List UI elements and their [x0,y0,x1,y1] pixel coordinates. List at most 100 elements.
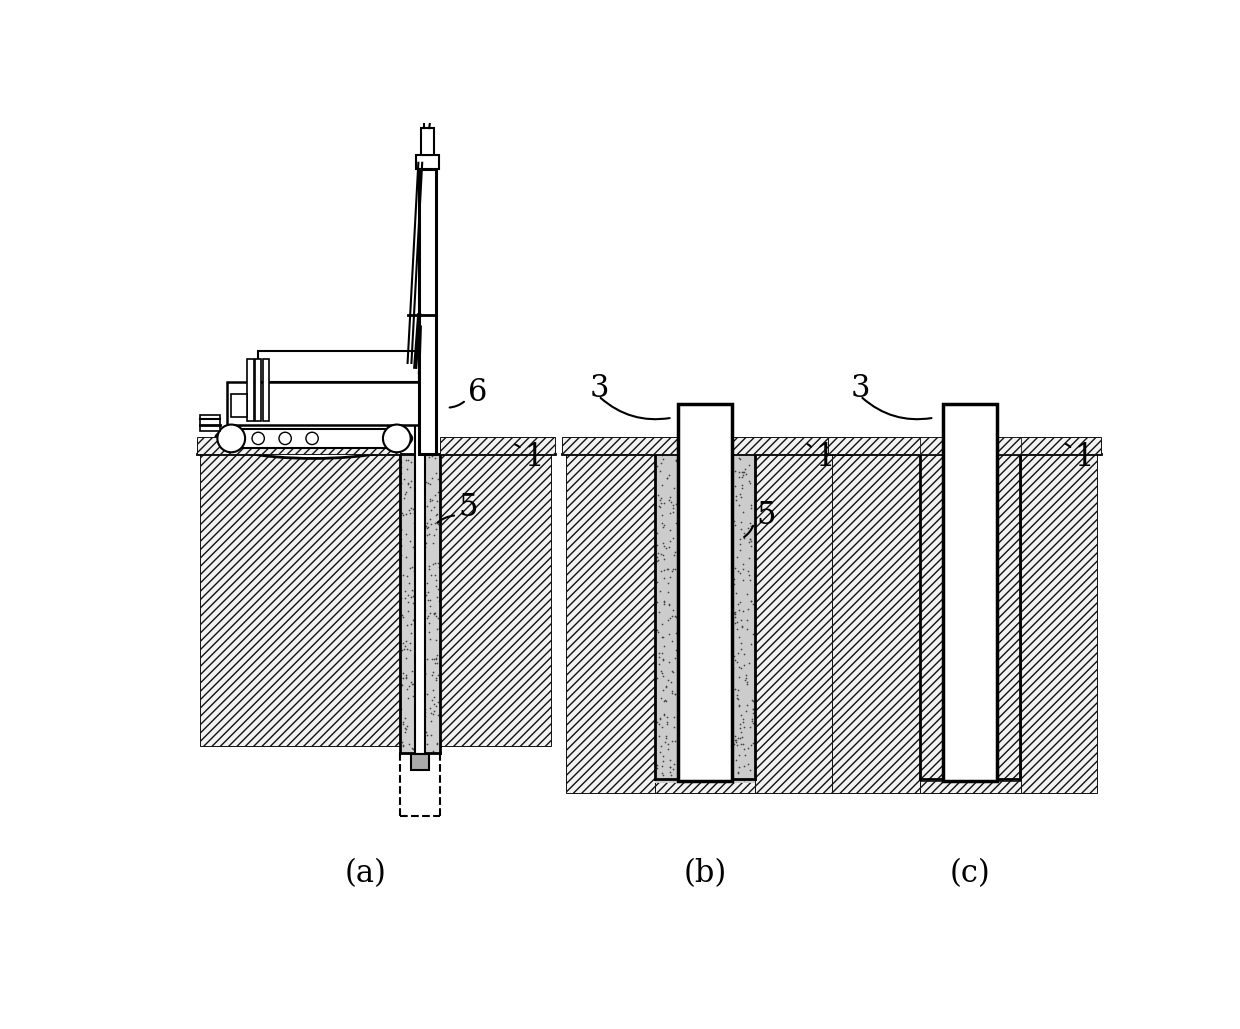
Point [740,440,760,457]
Point [402,676,422,693]
Point [647,714,667,731]
Point [733,503,753,520]
Point [415,538,435,555]
Point [396,506,415,523]
Bar [997,437,1021,454]
Point [665,480,684,496]
Point [729,697,749,713]
Point [404,514,424,531]
FancyArrowPatch shape [1065,443,1070,447]
Point [424,688,444,705]
Point [656,540,676,557]
Point [424,605,444,622]
Point [428,471,448,488]
Point [405,693,425,709]
Point [394,710,414,726]
Point [665,709,684,725]
Point [427,572,446,589]
Point [393,567,413,583]
Point [403,588,423,604]
Point [652,650,672,667]
Point [425,670,445,686]
Point [737,466,756,483]
Point [393,669,413,685]
Point [652,448,672,464]
Point [727,488,746,504]
Point [727,751,746,768]
Point [727,686,746,703]
Point [658,741,678,757]
Point [424,605,444,622]
Point [663,497,683,513]
Point [429,593,449,609]
Point [393,738,413,754]
Point [650,462,670,478]
Point [733,464,753,481]
Point [401,533,420,549]
Bar [655,779,755,783]
Point [647,574,667,591]
Point [647,553,667,569]
Point [424,703,444,719]
Point [733,466,753,483]
Point [663,664,683,680]
Point [724,651,744,668]
Point [398,594,418,610]
Point [649,487,668,503]
Point [396,526,415,542]
Bar [248,359,253,421]
Point [407,490,427,506]
Point [653,570,673,587]
Point [419,700,439,716]
Point [651,563,671,579]
Point [728,613,748,630]
Point [405,455,425,471]
Point [418,607,438,624]
Bar [732,437,851,454]
Point [422,713,441,730]
Point [725,478,745,495]
Point [671,441,691,458]
Ellipse shape [216,419,412,459]
Point [413,544,433,561]
Point [652,766,672,782]
Point [417,609,436,626]
Bar [417,155,439,169]
Point [413,602,433,618]
Point [392,734,412,750]
Point [419,614,439,631]
Point [653,494,673,510]
Point [686,441,706,458]
Point [666,516,686,532]
Point [743,705,763,721]
Point [727,492,746,508]
Point [658,596,678,612]
Point [414,666,434,682]
Point [413,697,433,713]
Point [729,759,749,776]
Point [730,441,750,458]
Point [650,492,670,508]
Point [733,711,753,728]
Point [409,471,429,488]
Point [407,678,427,695]
Point [399,736,419,752]
Point [732,635,751,651]
Point [428,589,448,605]
Point [413,734,433,750]
Point [653,753,673,770]
Text: 1: 1 [1074,442,1094,473]
Point [396,670,415,686]
Point [660,489,680,505]
Point [662,438,682,455]
FancyArrowPatch shape [744,526,753,537]
Point [402,559,422,575]
Point [412,462,432,478]
Point [396,720,415,737]
Point [660,467,680,484]
Point [413,522,433,538]
Point [660,758,680,775]
Point [653,593,673,609]
Point [427,655,446,672]
Point [681,441,701,458]
